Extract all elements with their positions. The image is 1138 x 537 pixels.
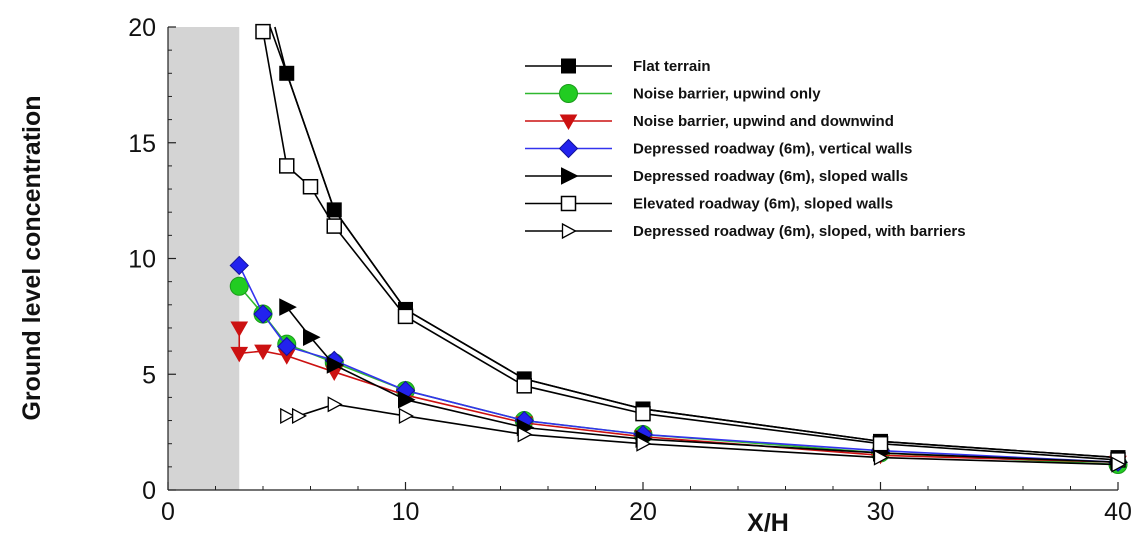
legend-label: Noise barrier, upwind only [633,86,821,103]
data-point [253,304,273,324]
data-point [397,308,414,325]
series-2 [230,321,1127,472]
data-point [873,449,889,466]
data-point [517,426,533,443]
legend-label: Noise barrier, upwind and downwind [633,113,894,130]
series-line-4 [286,306,1119,464]
legend-marker [560,195,577,212]
series-line-3 [238,265,1119,464]
legend-item-3: Depressed roadway (6m), vertical walls [525,138,912,159]
data-point [291,407,307,425]
series-5 [255,23,1126,468]
series-line-2 [238,327,1119,464]
data-point [230,346,249,363]
legend-marker [561,222,577,240]
legend-item-6: Depressed roadway (6m), sloped, with bar… [525,222,966,240]
y-tick-label: 0 [142,477,156,505]
data-point [279,65,295,81]
data-point [254,344,272,361]
data-point [398,407,414,425]
y-tick-label: 5 [142,361,156,389]
data-point [229,255,249,276]
data-point [327,396,343,413]
legend-item-2: Noise barrier, upwind and downwind [525,113,894,131]
y-tick-label: 20 [128,14,156,42]
x-tick-label: 20 [629,498,657,526]
data-point [636,435,652,452]
legend-marker [559,84,578,103]
data-point [255,23,271,40]
axes: 0 10 20 30 40 0 5 10 15 20 [128,14,1132,526]
legend-marker [558,138,579,159]
legend-item-5: Elevated roadway (6m), sloped walls [525,196,893,213]
data-point [398,390,416,409]
x-tick-label: 0 [161,498,175,526]
data-point [1111,456,1127,473]
data-point [872,435,889,452]
legend-item-1: Noise barrier, upwind only [525,84,821,103]
series-6 [280,396,1127,473]
y-tick-label: 10 [128,246,156,274]
data-point [303,328,321,347]
data-point [279,298,297,316]
legend-label: Depressed roadway (6m), vertical walls [633,141,912,158]
x-axis-title: X/H [747,509,789,537]
data-point [635,405,651,422]
shaded-region [168,27,240,490]
y-tick-label: 15 [128,130,156,158]
y-axis-title: Ground level concentration [18,95,46,420]
series-layer [229,23,1129,475]
data-point [326,202,342,218]
legend-marker [561,58,576,74]
legend-marker [561,167,579,185]
series-1 [229,276,1128,475]
x-tick-label: 10 [392,498,420,526]
legend: Flat terrain Noise barrier, upwind only No… [525,58,966,240]
data-point [279,158,295,174]
legend-marker [559,114,578,131]
data-point [326,356,345,374]
x-tick-label: 40 [1104,498,1132,526]
data-point [230,321,249,337]
data-point [326,218,342,234]
x-tick-label: 30 [867,498,895,526]
legend-item-4: Depressed roadway (6m), sloped walls [525,167,908,185]
legend-item-0: Flat terrain [525,58,711,75]
data-point [229,276,249,296]
legend-label: Elevated roadway (6m), sloped walls [633,196,893,213]
data-point [277,336,297,357]
legend-label: Depressed roadway (6m), sloped, with bar… [633,223,966,240]
series-line-6 [286,403,1119,466]
extra-line-1 [269,26,288,74]
legend-label: Flat terrain [633,58,711,75]
data-point [280,407,296,425]
data-point [516,378,532,394]
legend-label: Depressed roadway (6m), sloped walls [633,168,908,185]
data-point [302,178,319,195]
